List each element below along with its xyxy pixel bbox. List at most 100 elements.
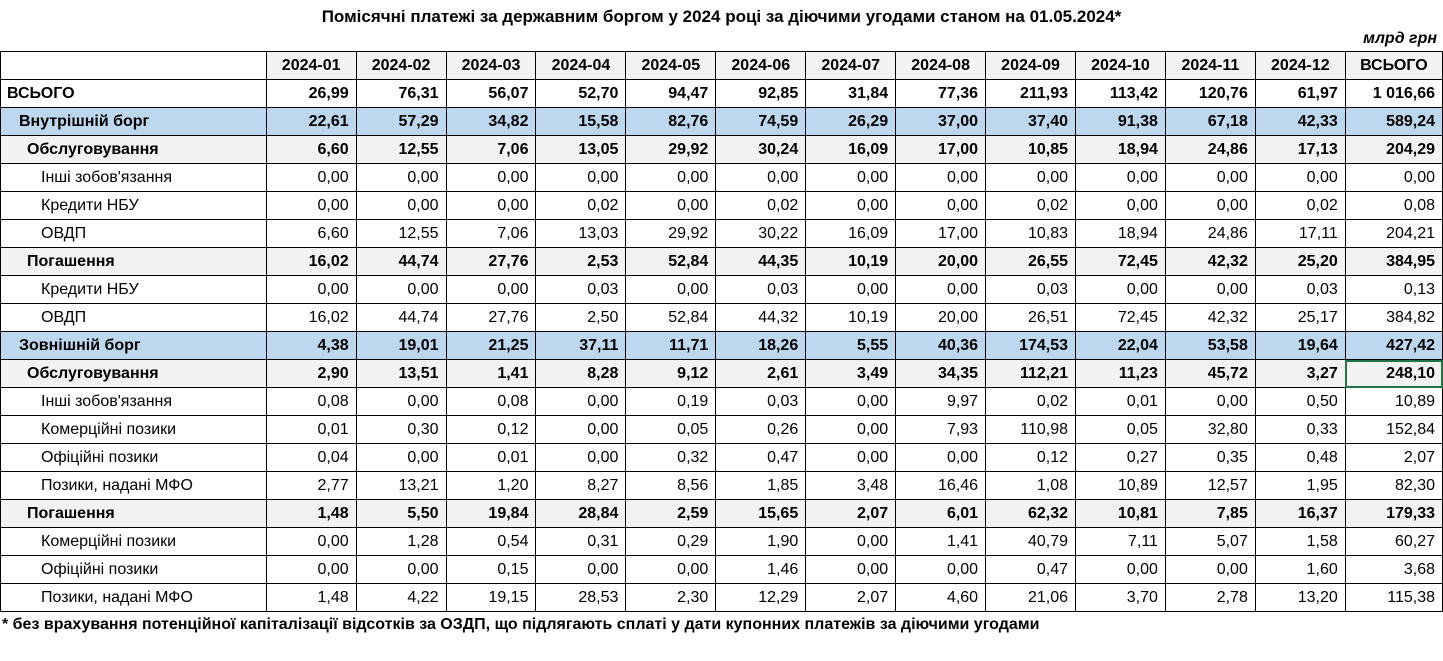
table-cell[interactable]: 0,00 xyxy=(355,443,447,472)
row-label[interactable]: Інші зобов'язання xyxy=(0,163,267,192)
table-cell[interactable]: 67,18 xyxy=(1164,107,1256,136)
column-header-2024-02[interactable]: 2024-02 xyxy=(355,51,447,80)
table-cell[interactable]: 0,30 xyxy=(355,415,447,444)
table-cell[interactable]: 1,48 xyxy=(265,499,357,528)
table-cell[interactable]: 1,58 xyxy=(1254,527,1346,556)
table-cell[interactable]: 21,06 xyxy=(985,583,1076,612)
table-cell[interactable]: 29,92 xyxy=(625,135,717,164)
table-cell[interactable]: 0,33 xyxy=(1254,415,1346,444)
table-cell[interactable]: 82,30 xyxy=(1344,471,1443,500)
table-cell[interactable]: 179,33 xyxy=(1344,499,1443,528)
table-cell[interactable]: 7,93 xyxy=(895,415,987,444)
table-cell[interactable]: 0,00 xyxy=(985,163,1076,192)
table-cell[interactable]: 10,85 xyxy=(985,135,1076,164)
table-cell[interactable]: 1,41 xyxy=(445,359,537,388)
column-header-2024-05[interactable]: 2024-05 xyxy=(625,51,717,80)
table-cell[interactable]: 384,95 xyxy=(1344,247,1443,276)
table-cell[interactable]: 0,47 xyxy=(985,555,1076,584)
table-cell[interactable]: 62,32 xyxy=(985,499,1076,528)
table-cell[interactable]: 427,42 xyxy=(1344,331,1443,360)
table-cell[interactable]: 12,29 xyxy=(715,583,807,612)
table-cell[interactable]: 9,97 xyxy=(895,387,987,416)
table-cell[interactable]: 3,48 xyxy=(805,471,897,500)
column-header-2024-03[interactable]: 2024-03 xyxy=(445,51,537,80)
table-cell[interactable]: 5,07 xyxy=(1164,527,1256,556)
table-cell[interactable]: 0,02 xyxy=(715,191,807,220)
table-cell[interactable]: 76,31 xyxy=(355,79,447,108)
table-cell[interactable]: 0,00 xyxy=(265,191,357,220)
table-cell[interactable]: 45,72 xyxy=(1164,359,1256,388)
table-cell[interactable]: 10,19 xyxy=(805,303,897,332)
table-cell[interactable]: 3,49 xyxy=(805,359,897,388)
table-cell[interactable]: 25,17 xyxy=(1254,303,1346,332)
table-cell[interactable]: 18,26 xyxy=(715,331,807,360)
table-cell[interactable]: 0,02 xyxy=(1254,191,1346,220)
table-cell[interactable]: 16,37 xyxy=(1254,499,1346,528)
table-cell[interactable]: 0,00 xyxy=(535,163,627,192)
table-cell[interactable]: 0,13 xyxy=(1344,275,1443,304)
table-cell[interactable]: 0,00 xyxy=(265,527,357,556)
row-label[interactable]: Внутрішній борг xyxy=(0,107,267,136)
column-header-ВСЬОГО[interactable]: ВСЬОГО xyxy=(1344,51,1443,80)
table-cell[interactable]: 0,00 xyxy=(895,443,987,472)
table-cell[interactable]: 0,01 xyxy=(265,415,357,444)
table-cell[interactable]: 44,32 xyxy=(715,303,807,332)
table-cell[interactable]: 11,71 xyxy=(625,331,717,360)
table-cell[interactable]: 0,00 xyxy=(805,275,897,304)
table-cell[interactable]: 0,00 xyxy=(625,275,717,304)
table-cell[interactable]: 28,53 xyxy=(535,583,627,612)
table-cell[interactable]: 52,84 xyxy=(625,303,717,332)
table-cell[interactable]: 0,48 xyxy=(1254,443,1346,472)
table-cell[interactable]: 0,00 xyxy=(1164,191,1256,220)
table-cell[interactable]: 22,04 xyxy=(1075,331,1166,360)
table-cell[interactable]: 1 016,66 xyxy=(1344,79,1443,108)
table-cell[interactable]: 0,00 xyxy=(355,387,447,416)
table-cell[interactable]: 0,27 xyxy=(1075,443,1166,472)
table-cell[interactable]: 4,60 xyxy=(895,583,987,612)
column-header-2024-01[interactable]: 2024-01 xyxy=(265,51,357,80)
table-cell[interactable]: 60,27 xyxy=(1344,527,1443,556)
table-cell[interactable]: 82,76 xyxy=(625,107,717,136)
table-cell[interactable]: 10,89 xyxy=(1344,387,1443,416)
table-cell[interactable]: 77,36 xyxy=(895,79,987,108)
table-cell[interactable]: 0,35 xyxy=(1164,443,1256,472)
table-cell[interactable]: 27,76 xyxy=(445,247,537,276)
table-cell[interactable]: 204,29 xyxy=(1344,135,1443,164)
table-cell[interactable]: 2,30 xyxy=(625,583,717,612)
table-cell[interactable]: 8,56 xyxy=(625,471,717,500)
table-cell[interactable]: 0,04 xyxy=(265,443,357,472)
table-cell[interactable]: 2,59 xyxy=(625,499,717,528)
table-cell[interactable]: 384,82 xyxy=(1344,303,1443,332)
column-header-2024-06[interactable]: 2024-06 xyxy=(715,51,807,80)
table-cell[interactable]: 0,08 xyxy=(445,387,537,416)
row-label[interactable]: Погашення xyxy=(0,247,267,276)
table-cell[interactable]: 26,55 xyxy=(985,247,1076,276)
table-cell[interactable]: 0,12 xyxy=(445,415,537,444)
table-cell[interactable]: 0,00 xyxy=(535,415,627,444)
table-cell[interactable]: 0,03 xyxy=(1254,275,1346,304)
table-cell[interactable]: 40,79 xyxy=(985,527,1076,556)
table-cell[interactable]: 0,01 xyxy=(445,443,537,472)
table-cell[interactable]: 0,02 xyxy=(985,191,1076,220)
table-cell[interactable]: 26,29 xyxy=(805,107,897,136)
table-cell[interactable]: 2,07 xyxy=(1344,443,1443,472)
table-cell[interactable]: 0,00 xyxy=(895,163,987,192)
table-cell[interactable]: 9,12 xyxy=(625,359,717,388)
table-cell[interactable]: 0,54 xyxy=(445,527,537,556)
table-cell[interactable]: 6,01 xyxy=(895,499,987,528)
table-cell[interactable]: 4,22 xyxy=(355,583,447,612)
table-cell[interactable]: 589,24 xyxy=(1344,107,1443,136)
table-cell[interactable]: 0,03 xyxy=(715,275,807,304)
table-cell[interactable]: 0,00 xyxy=(625,191,717,220)
table-cell[interactable]: 1,85 xyxy=(715,471,807,500)
table-cell[interactable]: 0,00 xyxy=(355,275,447,304)
table-cell[interactable]: 7,85 xyxy=(1164,499,1256,528)
table-cell[interactable]: 74,59 xyxy=(715,107,807,136)
table-cell[interactable]: 0,00 xyxy=(1164,387,1256,416)
column-header-2024-08[interactable]: 2024-08 xyxy=(895,51,987,80)
table-cell[interactable]: 1,95 xyxy=(1254,471,1346,500)
table-cell[interactable]: 0,26 xyxy=(715,415,807,444)
row-label[interactable]: ОВДП xyxy=(0,303,267,332)
table-cell[interactable]: 8,27 xyxy=(535,471,627,500)
table-cell[interactable]: 0,00 xyxy=(1075,275,1166,304)
